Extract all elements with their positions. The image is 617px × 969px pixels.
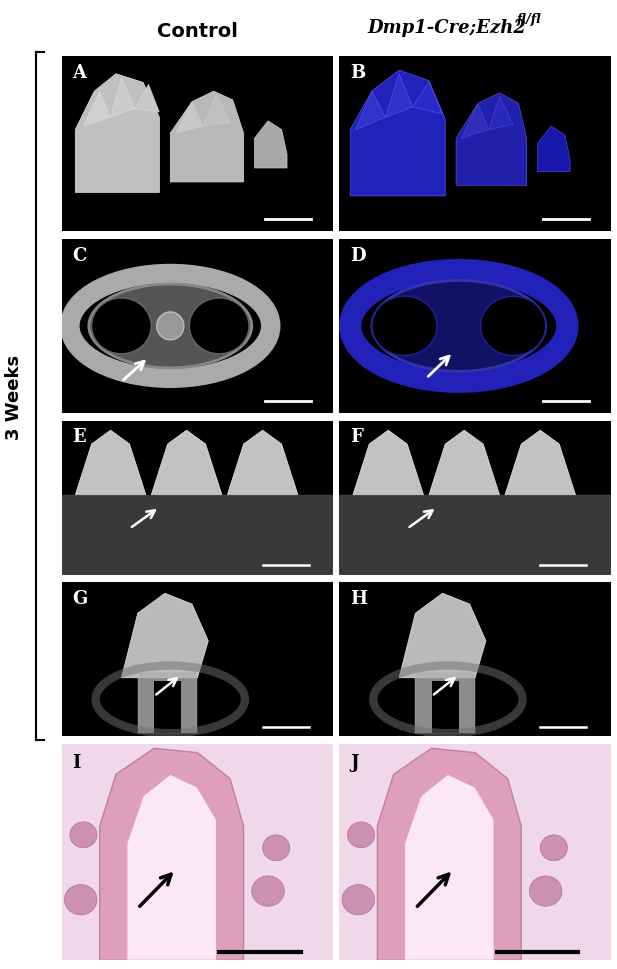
Polygon shape — [100, 748, 244, 960]
Polygon shape — [405, 774, 494, 960]
Ellipse shape — [372, 297, 437, 357]
Polygon shape — [254, 122, 287, 169]
Ellipse shape — [252, 876, 284, 906]
Text: Dmp1-Cre;Ezh2: Dmp1-Cre;Ezh2 — [368, 19, 527, 38]
Polygon shape — [489, 97, 513, 131]
Text: F: F — [350, 427, 363, 446]
Polygon shape — [432, 681, 459, 734]
Ellipse shape — [372, 281, 545, 372]
Text: A: A — [73, 64, 86, 82]
Ellipse shape — [342, 885, 375, 915]
Polygon shape — [227, 431, 298, 495]
Polygon shape — [75, 75, 159, 193]
Polygon shape — [151, 431, 222, 495]
Ellipse shape — [529, 876, 562, 906]
Text: fl/fl: fl/fl — [517, 13, 542, 25]
Polygon shape — [83, 92, 110, 127]
Polygon shape — [399, 594, 486, 678]
Ellipse shape — [263, 835, 290, 860]
Ellipse shape — [91, 298, 151, 355]
Polygon shape — [462, 105, 489, 140]
Text: H: H — [350, 589, 367, 607]
Ellipse shape — [89, 285, 252, 368]
Polygon shape — [413, 83, 442, 114]
Text: I: I — [73, 753, 81, 771]
Polygon shape — [353, 431, 423, 495]
Polygon shape — [154, 681, 181, 734]
Text: J: J — [350, 753, 358, 771]
Polygon shape — [122, 594, 209, 678]
Polygon shape — [456, 94, 527, 186]
Polygon shape — [537, 127, 570, 172]
Ellipse shape — [481, 297, 545, 357]
Text: Control: Control — [157, 22, 238, 42]
Polygon shape — [135, 85, 159, 113]
Text: D: D — [350, 246, 366, 265]
Polygon shape — [355, 92, 386, 131]
Polygon shape — [170, 92, 244, 183]
Polygon shape — [378, 748, 521, 960]
Polygon shape — [350, 71, 445, 197]
Polygon shape — [138, 672, 197, 734]
Polygon shape — [429, 431, 500, 495]
Text: C: C — [73, 246, 87, 265]
Ellipse shape — [347, 822, 375, 848]
Polygon shape — [505, 431, 576, 495]
Polygon shape — [386, 75, 413, 118]
Text: B: B — [350, 64, 365, 82]
Text: 3 Weeks: 3 Weeks — [4, 355, 23, 439]
Ellipse shape — [64, 885, 97, 915]
Polygon shape — [62, 495, 333, 576]
Polygon shape — [339, 495, 611, 576]
Polygon shape — [176, 103, 203, 134]
Ellipse shape — [189, 298, 249, 355]
Polygon shape — [75, 431, 146, 495]
Ellipse shape — [157, 313, 184, 340]
Text: E: E — [73, 427, 86, 446]
Polygon shape — [203, 96, 230, 127]
Text: G: G — [73, 589, 88, 607]
Polygon shape — [127, 774, 217, 960]
Ellipse shape — [540, 835, 568, 860]
Polygon shape — [415, 672, 475, 734]
Ellipse shape — [70, 822, 97, 848]
Polygon shape — [110, 78, 135, 118]
